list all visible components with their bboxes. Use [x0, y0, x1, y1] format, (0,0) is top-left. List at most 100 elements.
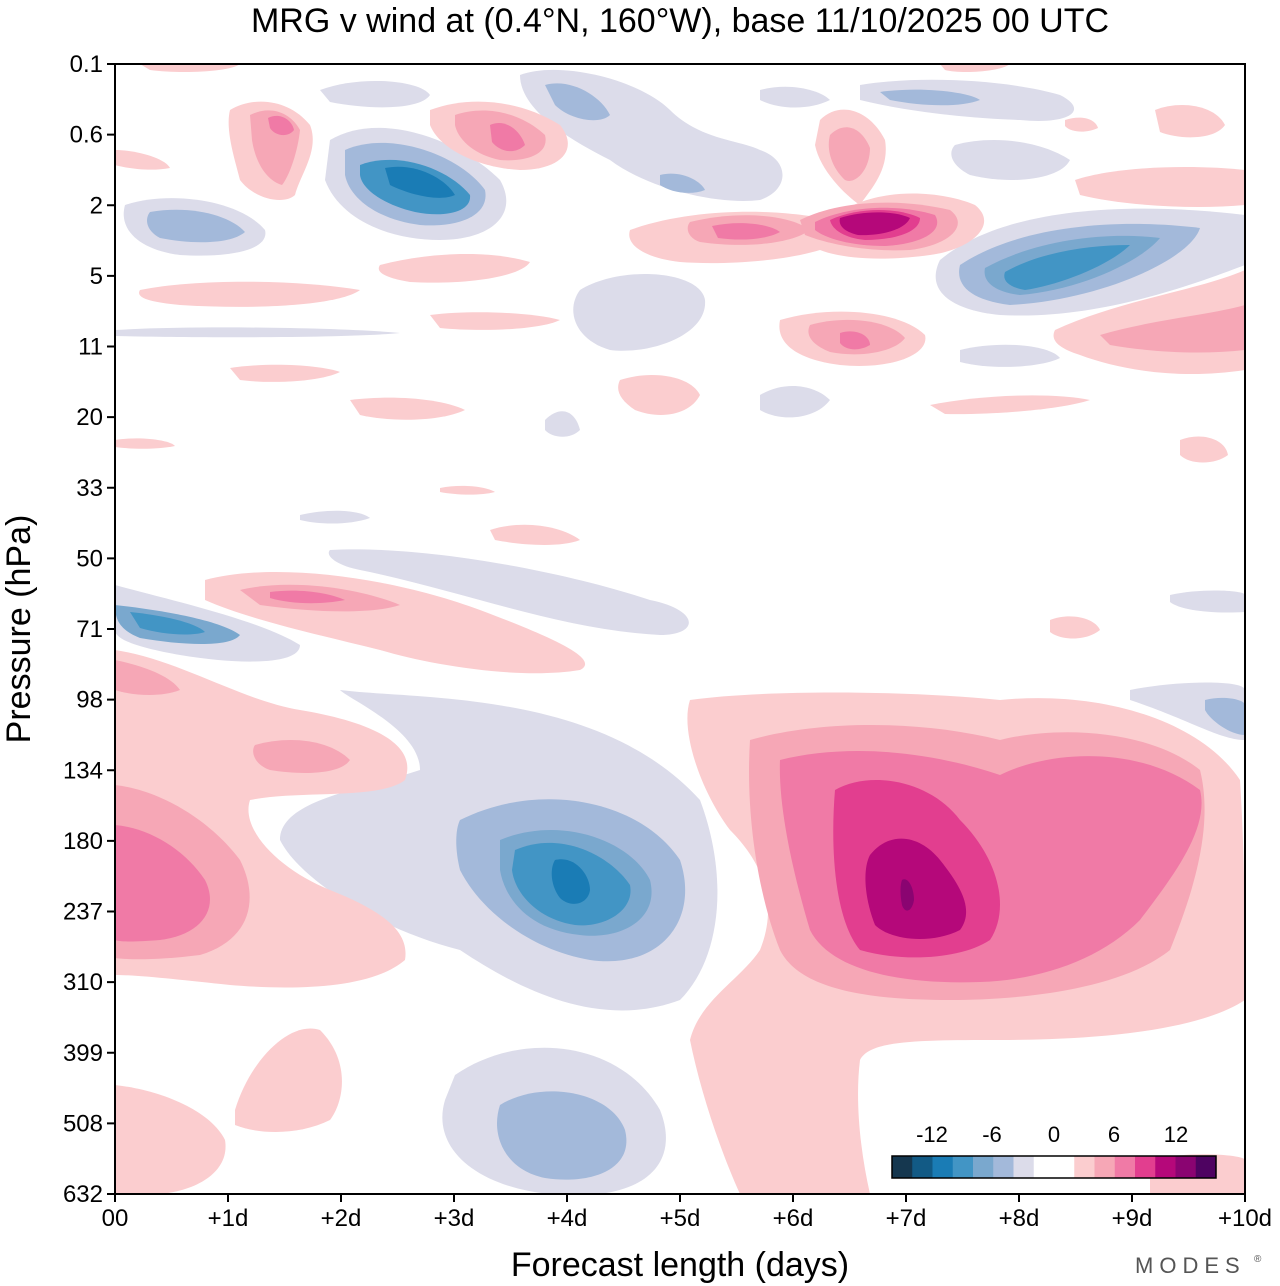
x-tick-label: +8d [999, 1205, 1040, 1232]
contour-pos-42 [378, 254, 530, 283]
contour-pos-44 [618, 375, 700, 415]
contour-neg-25 [1004, 245, 1130, 290]
contour-neg-15 [385, 166, 455, 198]
x-tick-label: +4d [547, 1205, 588, 1232]
contour-neg-11 [328, 549, 689, 635]
y-tick-label: 237 [63, 899, 103, 926]
chart-title: MRG v wind at (0.4°N, 160°W), base 11/10… [251, 2, 1109, 40]
contour-pos-39 [1075, 167, 1245, 207]
contour-neg-10 [130, 612, 205, 635]
y-tick-label: 134 [63, 757, 103, 784]
contour-neg-31 [960, 344, 1060, 367]
contour-neg-28 [951, 140, 1070, 180]
contour-neg-19 [545, 83, 610, 121]
y-tick-label: 33 [76, 475, 103, 502]
x-tick-label: +9d [1112, 1205, 1153, 1232]
x-tick-label: +2d [321, 1205, 362, 1232]
contour-neg-35 [1170, 590, 1245, 613]
contour-pos-38 [1100, 305, 1245, 353]
contour-pos-30 [490, 122, 525, 152]
x-tick-label: +1d [208, 1205, 249, 1232]
brand-text: MODES [1135, 1253, 1246, 1278]
contour-neg-20 [660, 173, 705, 193]
contour-neg-38 [545, 411, 580, 437]
contour-field [115, 64, 1245, 1194]
colorbar-label: -12 [916, 1122, 948, 1147]
colorbar-swatch [892, 1156, 913, 1178]
y-axis: 0.1 0.6 2 5 11 20 33 50 71 98 134 180 237 310 399 508 63… [63, 51, 115, 1208]
y-tick-label: 180 [63, 828, 103, 855]
brand-mark: ® [1254, 1254, 1262, 1265]
contour-pos-5 [865, 838, 967, 940]
contour-neg-7 [497, 1091, 627, 1180]
colorbar-frame [891, 1155, 1217, 1179]
contour-neg-37 [300, 510, 370, 524]
contour-neg-36 [115, 327, 400, 338]
contour-pos-48 [230, 364, 340, 382]
contour-pos-43 [430, 312, 560, 330]
y-tick-label: 5 [90, 263, 103, 290]
contour-pos-23 [828, 127, 870, 181]
y-axis-title: Pressure (hPa) [0, 515, 38, 744]
contour-pos-53 [115, 438, 175, 449]
y-tick-label: 98 [76, 687, 103, 714]
contour-pos-15 [115, 1085, 226, 1194]
x-tick-label: +10d [1218, 1205, 1272, 1232]
contour-pos-51 [490, 524, 580, 545]
colorbar-swatch [973, 1156, 994, 1178]
contour-pos-33 [268, 115, 294, 136]
colorbar-swatch [1135, 1156, 1156, 1178]
y-tick-label: 632 [63, 1181, 103, 1208]
contour-pos-40 [1155, 105, 1225, 138]
contour-pos-18 [1050, 616, 1100, 639]
colorbar-swatch [993, 1156, 1014, 1178]
contour-pos-6 [900, 879, 914, 911]
colorbar-swatch [952, 1156, 974, 1178]
contour-pos-45 [350, 397, 465, 420]
y-tick-label: 508 [63, 1110, 103, 1137]
x-axis: 00 +1d +2d +3d +4d +5d +6d +7d +8d +9d +10d [102, 1194, 1272, 1232]
x-tick-label: +7d [886, 1205, 927, 1232]
contour-pos-46 [930, 395, 1090, 415]
contour-pos-10 [253, 740, 350, 773]
x-tick-label: +3d [434, 1205, 475, 1232]
contour-pos-49 [115, 150, 170, 170]
contour-pos-41 [139, 281, 360, 307]
contour-neg-21 [320, 80, 430, 108]
colorbar-swatch [1114, 1156, 1136, 1178]
contour-neg-29 [760, 86, 830, 108]
colorbar-label: 12 [1164, 1122, 1188, 1147]
contour-pos-52 [440, 485, 495, 495]
colorbar-swatch [1074, 1156, 1095, 1178]
contour-pos-54 [940, 64, 1010, 72]
y-tick-label: 50 [76, 545, 103, 572]
contour-pos-27 [839, 212, 910, 236]
y-tick-label: 2 [90, 192, 103, 219]
contour-pos-36 [840, 331, 870, 350]
colorbar: -12 -6 0 6 12 [891, 1122, 1217, 1179]
colorbar-swatch [912, 1156, 933, 1178]
x-tick-label: +5d [660, 1205, 701, 1232]
x-tick-label: +6d [773, 1205, 814, 1232]
contour-pos-21 [712, 223, 780, 240]
contour-neg-17 [147, 209, 245, 243]
y-tick-label: 11 [78, 334, 103, 361]
contour-neg-27 [880, 89, 980, 106]
y-tick-label: 0.6 [70, 122, 103, 149]
contour-pos-9 [115, 825, 210, 942]
colorbar-swatch [1094, 1156, 1116, 1178]
colorbar-label: 6 [1108, 1122, 1120, 1147]
contour-neg-30 [573, 273, 706, 351]
y-tick-label: 0.1 [70, 51, 103, 78]
contour-pos-50 [140, 64, 240, 72]
contour-neg-32 [760, 385, 830, 418]
contour-neg-5 [551, 859, 590, 904]
contour-pos-16 [235, 1028, 342, 1132]
colorbar-swatch [1155, 1156, 1176, 1178]
contour-pos-14 [270, 590, 345, 604]
contour-neg-33 [1130, 682, 1245, 740]
colorbar-swatch [932, 1156, 954, 1178]
colorbar-swatch [1033, 1156, 1055, 1178]
colorbar-swatch [1054, 1156, 1075, 1178]
